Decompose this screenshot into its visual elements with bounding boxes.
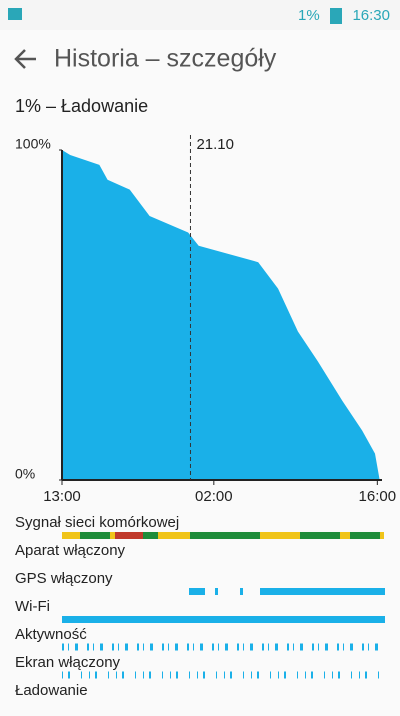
timeline-label: Sygnał sieci komórkowej [15, 514, 179, 531]
gps-strip [260, 588, 385, 595]
signal-strip [350, 532, 380, 539]
timeline-label: Ekran włączony [15, 654, 121, 671]
battery-area [62, 150, 380, 480]
signal-strip [80, 532, 110, 539]
x-tick-label: 02:00 [195, 488, 233, 505]
gps-strip [215, 588, 218, 595]
y-tick-label: 100% [15, 136, 51, 152]
page-title: Historia – szczegóły [54, 45, 277, 73]
timeline: Sygnał sieci komórkowej Aparat włączony GP… [15, 514, 385, 699]
battery-icon [330, 8, 342, 24]
battery-level: 1% [298, 7, 320, 24]
x-tick-label: 16:00 [359, 488, 397, 505]
wifi-strip [62, 616, 385, 623]
date-marker-label: 21.10 [196, 136, 234, 153]
timeline-label: Aparat włączony [15, 542, 126, 559]
signal-strip [115, 532, 143, 539]
timeline-label: Ładowanie [15, 682, 88, 699]
signal-strip [300, 532, 340, 539]
x-tick-label: 13:00 [43, 488, 81, 505]
y-tick-label: 0% [15, 466, 35, 482]
timeline-label: Wi-Fi [15, 598, 50, 615]
back-button[interactable] [14, 49, 36, 69]
signal-strip [190, 532, 260, 539]
gps-strip [189, 588, 205, 595]
signal-strip [143, 532, 158, 539]
clock: 16:30 [352, 7, 390, 24]
chart-title: 1% – Ładowanie [15, 96, 148, 116]
notification-icon [8, 8, 22, 20]
timeline-label: GPS włączony [15, 570, 113, 587]
gps-strip [240, 588, 243, 595]
timeline-label: Aktywność [15, 626, 87, 643]
